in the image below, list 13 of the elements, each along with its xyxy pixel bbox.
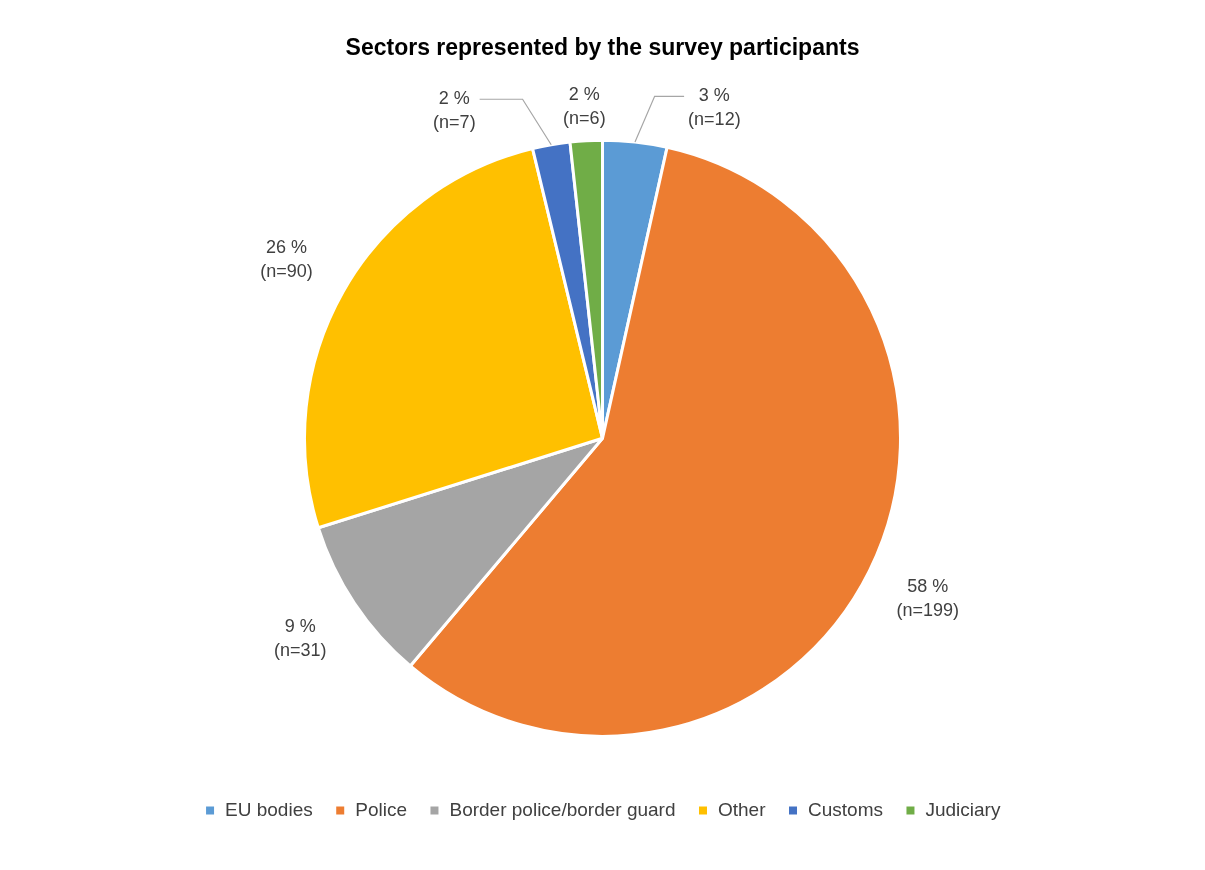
data-label: 2 % (n=7)	[433, 88, 476, 133]
data-label: 9 % (n=31)	[274, 616, 327, 661]
legend-label: Customs	[808, 798, 883, 820]
data-label: 3 % (n=12)	[688, 85, 741, 130]
legend-label: Police	[355, 798, 407, 820]
legend-label: Border police/border guard	[449, 798, 676, 820]
legend-label: EU bodies	[225, 798, 313, 820]
legend-label: Other	[717, 798, 767, 820]
data-label: 2 % (n=6)	[563, 83, 606, 128]
legend-label: Judiciary	[925, 798, 1001, 820]
data-label: 58 % (n=199)	[896, 576, 960, 621]
data-label: 26 % (n=90)	[260, 236, 313, 281]
chart-title: Sectors represented by the survey participants	[345, 34, 860, 61]
